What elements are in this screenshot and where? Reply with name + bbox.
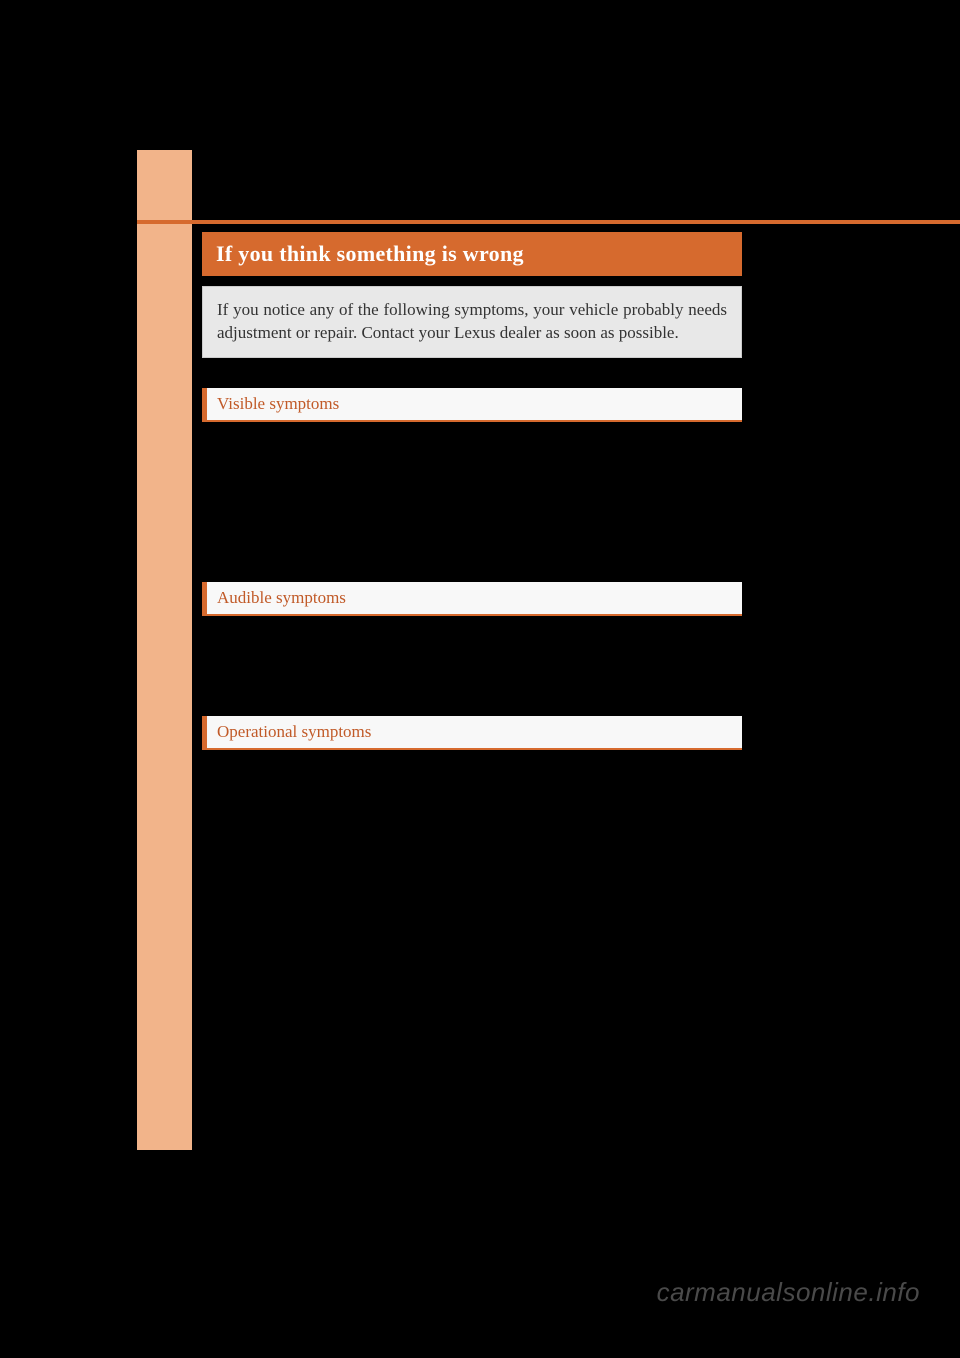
section-heading-audible: Audible symptoms bbox=[202, 582, 742, 616]
section-body-audible bbox=[202, 616, 742, 686]
section-body-visible bbox=[202, 422, 742, 552]
left-margin-bar bbox=[137, 150, 192, 1150]
page-container: If you think something is wrong If you n… bbox=[0, 0, 960, 1358]
content-area: If you think something is wrong If you n… bbox=[202, 232, 742, 870]
intro-text: If you notice any of the following sympt… bbox=[202, 286, 742, 358]
section-body-operational bbox=[202, 750, 742, 870]
section-heading-operational: Operational symptoms bbox=[202, 716, 742, 750]
section-heading-visible: Visible symptoms bbox=[202, 388, 742, 422]
page-title: If you think something is wrong bbox=[202, 232, 742, 276]
watermark-text: carmanualsonline.info bbox=[657, 1277, 920, 1308]
top-rule bbox=[137, 220, 960, 224]
